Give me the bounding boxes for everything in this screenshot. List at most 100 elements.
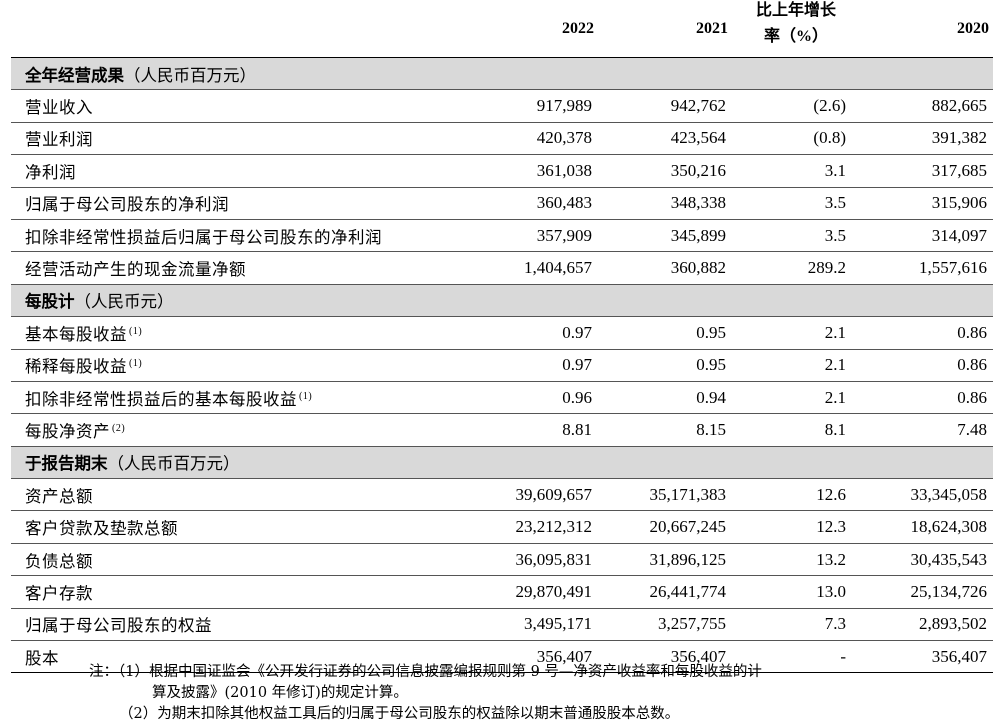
section-title: 全年经营成果（人民币百万元） (11, 57, 993, 91)
row-label-cell: 净利润 (11, 154, 451, 188)
row-label-cell: 客户贷款及垫款总额 (11, 510, 451, 544)
row-label-cell: 稀释每股收益 (1) (11, 349, 451, 382)
table-row: 归属于母公司股东的净利润 360,483 348,338 3.5 315,906 (11, 187, 993, 220)
row-label-cell: 归属于母公司股东的净利润 (11, 187, 451, 220)
value-2021: 20,667,245 (598, 510, 732, 544)
table-row: 基本每股收益 (1) 0.97 0.95 2.1 0.86 (11, 316, 993, 350)
row-label: 扣除非经常性损益后归属于母公司股东的净利润 (25, 227, 382, 247)
value-2021: 348,338 (598, 187, 732, 220)
value-change: 3.5 (732, 219, 860, 253)
value-2022: 0.96 (451, 381, 598, 415)
value-2021: 0.94 (598, 381, 732, 415)
row-label: 营业收入 (25, 98, 93, 118)
value-change: 3.5 (732, 187, 860, 220)
value-change: 2.1 (732, 349, 860, 382)
value-2021: 356,407 (598, 640, 732, 674)
value-2021: 35,171,383 (598, 478, 732, 512)
value-2020: 25,134,726 (860, 575, 993, 609)
value-2022: 360,483 (451, 187, 598, 220)
value-2022: 36,095,831 (451, 543, 598, 577)
section-header-row: 于报告期末（人民币百万元） (11, 446, 993, 480)
value-change: (0.8) (732, 122, 860, 156)
row-label: 基本每股收益 (25, 324, 127, 344)
table-row: 扣除非经常性损益后的基本每股收益 (1) 0.96 0.94 2.1 0.86 (11, 381, 993, 415)
value-2021: 31,896,125 (598, 543, 732, 577)
section-title: 于报告期末（人民币百万元） (11, 446, 993, 480)
section-title-text: 每股计 (25, 292, 75, 312)
row-label: 每股净资产 (25, 421, 110, 441)
value-2022: 357,909 (451, 219, 598, 253)
section-title: 每股计（人民币元） (11, 284, 993, 318)
value-2020: 0.86 (860, 381, 993, 415)
value-2022: 39,609,657 (451, 478, 598, 512)
row-label-cell: 扣除非经常性损益后的基本每股收益 (1) (11, 381, 451, 415)
footnotes: 注：（1）根据中国证监会《公开发行证券的公司信息披露编报规则第 9 号—净资产收… (89, 662, 969, 725)
value-2020: 882,665 (860, 89, 993, 123)
value-2020: 7.48 (860, 413, 993, 447)
value-2021: 8.15 (598, 413, 732, 447)
section-header-row: 全年经营成果（人民币百万元） (11, 57, 993, 91)
header-empty (11, 0, 451, 58)
value-change: 7.3 (732, 608, 860, 642)
header-2022: 2022 (451, 0, 598, 58)
value-2022: 1,404,657 (451, 251, 598, 285)
table-row: 归属于母公司股东的权益 3,495,171 3,257,755 7.3 2,893,50… (11, 608, 993, 642)
header-change-line1: 比上年增长 (755, 1, 836, 19)
section-unit: （人民币百万元） (107, 454, 240, 474)
value-2022: 8.81 (451, 413, 598, 447)
row-label-cell: 营业收入 (11, 89, 451, 123)
value-2022: 917,989 (451, 89, 598, 123)
footnote-marker: (2) (112, 422, 126, 434)
header-change: 比上年增长 率（%） (732, 0, 860, 58)
section-unit: （人民币元） (74, 292, 174, 312)
value-2020: 18,624,308 (860, 510, 993, 544)
value-2021: 3,257,755 (598, 608, 732, 642)
section-title-text: 全年经营成果 (25, 65, 124, 85)
row-label-cell: 营业利润 (11, 122, 451, 156)
footnote-1-line-2: 算及披露》(2010 年修订)的规定计算。 (152, 685, 408, 701)
value-2021: 0.95 (598, 349, 732, 382)
table-row: 股本 356,407 356,407-356,407 (11, 640, 993, 674)
value-2020: 0.86 (860, 316, 993, 350)
value-2020: 391,382 (860, 122, 993, 156)
row-label-cell: 归属于母公司股东的权益 (11, 608, 451, 642)
value-2021: 360,882 (598, 251, 732, 285)
section-unit: （人民币百万元） (124, 65, 256, 85)
row-label-cell: 经营活动产生的现金流量净额 (11, 251, 451, 285)
table-row: 稀释每股收益 (1) 0.97 0.95 2.1 0.86 (11, 349, 993, 382)
value-2020: 317,685 (860, 154, 993, 188)
value-2021: 345,899 (598, 219, 732, 253)
row-label-cell: 资产总额 (11, 478, 451, 512)
row-label: 归属于母公司股东的净利润 (25, 195, 229, 215)
row-label-cell: 基本每股收益 (1) (11, 316, 451, 350)
table-row: 营业收入 917,989 942,762 (2.6) 882,665 (11, 89, 993, 123)
financial-summary: 2022 2021 比上年增长 率（%） 2020 全年经营成果（人民币百万元）… (11, 0, 993, 722)
value-change: 13.0 (732, 575, 860, 609)
value-change: 12.3 (732, 510, 860, 544)
row-label-cell: 每股净资产 (2) (11, 413, 451, 447)
table-row: 客户存款 29,870,491 26,441,774 13.0 25,134,726 (11, 575, 993, 609)
value-2020: 315,906 (860, 187, 993, 220)
value-2021: 350,216 (598, 154, 732, 188)
value-change: - (732, 640, 860, 674)
row-label-cell: 扣除非经常性损益后归属于母公司股东的净利润 (11, 219, 451, 253)
value-change: 2.1 (732, 381, 860, 415)
value-2022: 356,407 (451, 640, 598, 674)
header-2020: 2020 (860, 0, 993, 58)
row-label: 客户存款 (25, 583, 93, 603)
value-change: 2.1 (732, 316, 860, 350)
footnote-marker: (1) (299, 390, 313, 402)
value-2020: 2,893,502 (860, 608, 993, 642)
value-change: 8.1 (732, 413, 860, 447)
footnote-2: （2）为期末扣除其他权益工具后的归属于母公司股东的权益除以期末普通股股本总数。 (119, 706, 680, 722)
value-2021: 423,564 (598, 122, 732, 156)
table-row: 客户贷款及垫款总额 23,212,312 20,667,245 12.3 18,624,… (11, 510, 993, 544)
value-2022: 3,495,171 (451, 608, 598, 642)
value-2020: 30,435,543 (860, 543, 993, 577)
row-label: 资产总额 (25, 486, 93, 506)
value-2022: 361,038 (451, 154, 598, 188)
footnote-marker: (1) (129, 358, 143, 370)
value-2022: 23,212,312 (451, 510, 598, 544)
value-2020: 0.86 (860, 349, 993, 382)
footnote-1-line-1: 注：（1）根据中国证监会《公开发行证券的公司信息披露编报规则第 9 号—净资产收… (89, 662, 969, 683)
